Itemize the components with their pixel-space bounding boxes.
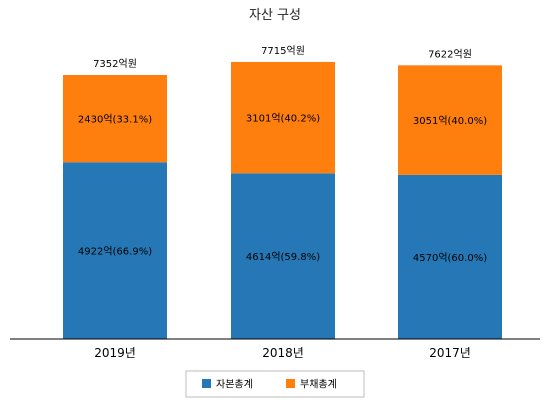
bar-liabilities-1: [231, 61, 335, 174]
total-label-1: 7715억원: [261, 45, 305, 57]
category-labels: 2019년 2018년 2017년: [94, 346, 471, 360]
chart-title: 자산 구성: [249, 8, 301, 23]
data-label-liabilities-0: 2430억(33.1%): [78, 114, 152, 126]
category-label-1: 2018년: [262, 346, 304, 360]
bar-equity-1: [231, 173, 335, 339]
data-label-liabilities-2: 3051억(40.0%): [413, 115, 487, 127]
data-label-equity-2: 4570억(60.0%): [413, 252, 487, 264]
legend-swatch-liabilities: [286, 379, 295, 388]
legend-label-liabilities: 부채총계: [300, 379, 337, 391]
legend-label-equity: 자본총계: [216, 379, 253, 391]
bar-liabilities-2: [398, 65, 502, 175]
category-label-0: 2019년: [94, 346, 136, 360]
category-label-2: 2017년: [429, 346, 471, 360]
total-label-0: 7352억원: [93, 58, 137, 70]
total-label-2: 7622억원: [428, 48, 472, 60]
data-label-equity-1: 4614억(59.8%): [246, 251, 320, 263]
bar-liabilities-0: [63, 75, 167, 163]
bar-equity-2: [398, 174, 502, 339]
bar-equity-0: [63, 162, 167, 339]
legend-box: [185, 370, 365, 398]
bars-group: 4922억(66.9%) 2430억(33.1%) 7352억원 4614억(59.8…: [63, 45, 502, 339]
legend-swatch-equity: [202, 379, 211, 388]
legend: 자본총계 부채총계: [185, 370, 365, 398]
data-label-liabilities-1: 3101억(40.2%): [246, 113, 320, 125]
data-label-equity-0: 4922억(66.9%): [78, 246, 152, 258]
